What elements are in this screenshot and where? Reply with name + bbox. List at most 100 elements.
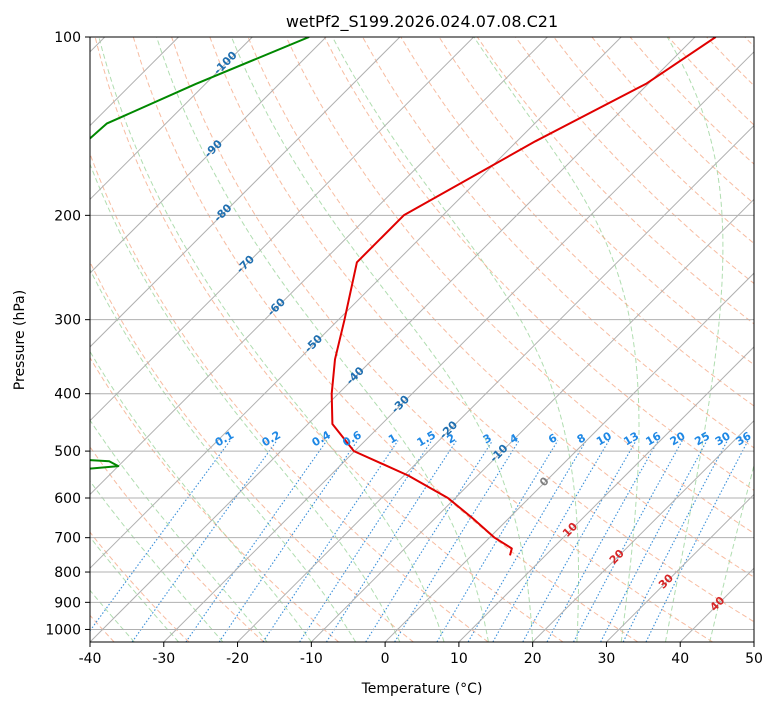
x-tick-label: 50 [745, 651, 763, 667]
dry-adiabat-label: 40 [707, 594, 727, 614]
y-tick-label: 500 [54, 444, 81, 460]
mixing-ratio-line [622, 440, 728, 642]
x-axis: -40 -30 -20 -10 0 10 20 30 40 50 [79, 642, 763, 667]
mixing-ratio-label: 25 [692, 429, 712, 448]
x-tick-label: 30 [598, 651, 616, 667]
y-tick-label: 200 [54, 208, 81, 224]
x-axis-title: Temperature (°C) [361, 681, 483, 697]
temperature-line [330, 37, 717, 556]
x-tick-label: 10 [450, 651, 468, 667]
moist-adiabat-line [156, 37, 489, 642]
mixing-ratio-line [365, 440, 493, 642]
isotherm-line [90, 37, 327, 274]
dry-adiabat-line [323, 37, 754, 491]
isotherm-line [606, 493, 754, 642]
x-tick-label: -10 [300, 651, 323, 667]
mixing-ratio-line [600, 440, 708, 642]
mixing-ratio-label: 1.5 [415, 428, 438, 449]
mixing-ratio-label: 30 [713, 429, 733, 448]
dry-adiabat-label: -10 [487, 442, 510, 465]
x-tick-label: 20 [524, 651, 542, 667]
mixing-ratio-label: 3 [481, 431, 494, 446]
isotherm-line [384, 272, 754, 642]
mixing-ratio-line [131, 440, 278, 642]
dry-adiabat-line [438, 37, 754, 366]
mixing-ratio-label: 0.2 [260, 428, 283, 449]
dry-adiabat-label: -30 [389, 393, 412, 416]
mixing-ratio-line [299, 440, 433, 642]
dry-adiabat-label: -80 [211, 201, 234, 224]
isobars [90, 37, 754, 630]
y-tick-label: 600 [54, 491, 81, 507]
moist-adiabat-line [90, 480, 224, 642]
mixing-ratio-line [325, 440, 457, 642]
dry-adiabat-label: 20 [607, 547, 627, 567]
isotherm-line [90, 37, 401, 348]
moist-adiabat-line [665, 37, 724, 642]
dry-adiabat-line [667, 37, 754, 126]
chart-title: wetPf2_S199.2026.024.07.08.C21 [286, 12, 558, 32]
mixing-ratio-line [467, 440, 587, 642]
y-tick-label: 1000 [45, 622, 81, 638]
profile-lines [90, 37, 717, 556]
mixing-ratio-line [492, 440, 610, 642]
dry-adiabat-line [209, 37, 754, 623]
moist-adiabat-line [90, 162, 401, 642]
dry-adiabat-line [90, 531, 190, 642]
dry-adiabats [90, 37, 754, 642]
moist-adiabat-line [709, 463, 754, 642]
isotherm-line [163, 51, 754, 642]
isotherm-line [90, 37, 622, 569]
isotherms [90, 37, 754, 642]
y-tick-label: 900 [54, 595, 81, 611]
dry-adiabat-label: 30 [656, 571, 676, 591]
dry-adiabat-line [90, 446, 265, 642]
y-tick-label: 700 [54, 531, 81, 547]
mixing-ratio-label: 16 [644, 429, 664, 448]
isotherm-line [753, 641, 754, 642]
mixing-ratio-line [90, 440, 231, 632]
mixing-ratio-label: 1 [386, 431, 399, 446]
dry-adiabat-line [362, 37, 754, 449]
mixing-ratio-label: 8 [575, 431, 588, 446]
moist-adiabat-line [473, 37, 640, 642]
moist-adiabat-line [90, 350, 312, 642]
mixing-ratio-label: 13 [621, 429, 641, 448]
mixing-ratio-label: 36 [734, 429, 754, 448]
y-tick-label: 100 [54, 30, 81, 46]
y-tick-label: 300 [54, 313, 81, 329]
isotherm-line [90, 37, 475, 422]
x-tick-label: -40 [79, 651, 102, 667]
plot-area: 0.1 0.2 0.4 0.6 1 1.5 2 3 4 6 8 10 13 16 20 25 30 36-100-… [90, 37, 754, 642]
moist-adiabat-line [90, 268, 357, 642]
x-tick-label: -30 [152, 651, 175, 667]
dry-adiabat-line [90, 356, 339, 642]
isotherm-line [90, 37, 253, 201]
dry-adiabat-line [90, 152, 489, 642]
mixing-ratio-line [262, 440, 399, 642]
isotherm-line [532, 419, 754, 642]
reference-line-labels: 0.1 0.2 0.4 0.6 1 1.5 2 3 4 6 8 10 13 16 20 25 30 36-100-… [202, 48, 754, 613]
mixing-ratio-line [185, 440, 328, 642]
dry-adiabat-line [94, 37, 564, 642]
isotherm-line [458, 346, 754, 642]
x-tick-label: -20 [226, 651, 249, 667]
x-tick-label: 0 [381, 651, 390, 667]
mixing-ratio-label: 6 [546, 431, 559, 446]
dry-adiabat-line [553, 37, 754, 245]
moist-adiabat-line [90, 419, 268, 642]
y-tick-label: 800 [54, 565, 81, 581]
dry-adiabat-label: -100 [211, 48, 240, 77]
y-tick-label: 400 [54, 387, 81, 403]
dry-adiabat-line [90, 260, 414, 642]
moist-adiabat-line [332, 37, 579, 642]
dry-adiabat-label: 0 [537, 474, 552, 489]
dry-adiabat-line [132, 37, 639, 642]
mixing-ratio-line [573, 440, 683, 642]
dry-adiabat-line [171, 37, 713, 642]
mixing-ratio-line [436, 440, 559, 642]
mixing-ratio-line [546, 440, 659, 642]
dry-adiabat-label: -20 [437, 418, 460, 441]
dry-adiabat-line [744, 37, 754, 47]
